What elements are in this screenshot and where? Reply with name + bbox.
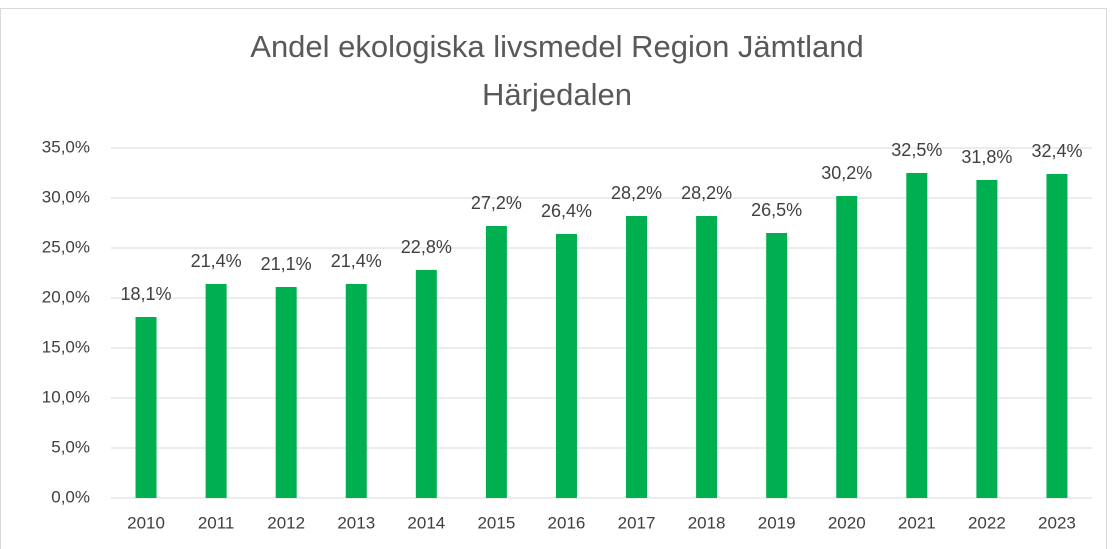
chart-title: Andel ekologiska livsmedel Region Jämtla…: [250, 29, 863, 64]
data-label: 32,5%: [891, 140, 942, 160]
x-tick-label: 2019: [758, 513, 796, 532]
x-tick-label: 2014: [407, 513, 445, 532]
x-tick-label: 2012: [267, 513, 305, 532]
x-tick-label: 2021: [898, 513, 936, 532]
x-tick-label: 2013: [337, 513, 375, 532]
y-tick-label: 15,0%: [42, 337, 90, 356]
x-tick-label: 2020: [828, 513, 866, 532]
data-label: 21,4%: [191, 251, 242, 271]
bar: [976, 180, 998, 498]
bar: [415, 270, 437, 498]
y-tick-label: 25,0%: [42, 237, 90, 256]
bar: [275, 287, 297, 498]
x-tick-label: 2015: [477, 513, 515, 532]
data-label: 26,5%: [751, 200, 802, 220]
y-tick-label: 35,0%: [42, 137, 90, 156]
data-label: 18,1%: [121, 284, 172, 304]
y-tick-label: 20,0%: [42, 287, 90, 306]
data-label: 31,8%: [961, 147, 1012, 167]
bar: [555, 234, 577, 498]
x-tick-label: 2017: [618, 513, 656, 532]
bar: [345, 284, 367, 498]
bar: [135, 317, 157, 498]
y-tick-label: 5,0%: [51, 437, 90, 456]
chart-border: [0, 8, 1107, 549]
y-tick-label: 10,0%: [42, 387, 90, 406]
bar: [485, 226, 507, 498]
y-tick-label: 30,0%: [42, 187, 90, 206]
data-label: 22,8%: [401, 237, 452, 257]
data-label: 32,4%: [1031, 141, 1082, 161]
data-label: 26,4%: [541, 201, 592, 221]
x-tick-label: 2016: [548, 513, 586, 532]
data-label: 28,2%: [611, 183, 662, 203]
bar: [205, 284, 227, 498]
x-tick-label: 2018: [688, 513, 726, 532]
x-tick-label: 2022: [968, 513, 1006, 532]
bar: [626, 216, 648, 498]
x-tick-label: 2023: [1038, 513, 1076, 532]
data-label: 27,2%: [471, 193, 522, 213]
bar: [696, 216, 718, 498]
bar: [1046, 174, 1068, 498]
data-label: 28,2%: [681, 183, 732, 203]
chart-title: Härjedalen: [482, 77, 632, 112]
bar: [906, 173, 928, 498]
x-tick-label: 2010: [127, 513, 165, 532]
x-tick-label: 2011: [198, 513, 235, 532]
data-label: 30,2%: [821, 163, 872, 183]
y-tick-label: 0,0%: [51, 487, 90, 506]
data-label: 21,4%: [331, 251, 382, 271]
data-label: 21,1%: [261, 254, 312, 274]
bar: [836, 196, 858, 498]
bar: [766, 233, 788, 498]
